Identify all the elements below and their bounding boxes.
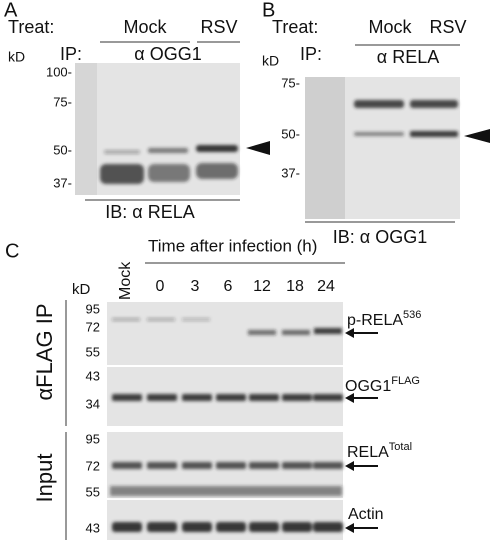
bands bbox=[110, 318, 343, 532]
panel-a: A Treat: Mock RSV IP: α OGG1 kD 100- 75-… bbox=[4, 0, 270, 222]
marker: 75- bbox=[53, 94, 72, 109]
marker: 72 bbox=[86, 319, 100, 334]
arrowhead bbox=[246, 141, 270, 155]
panel-letter: A bbox=[4, 0, 18, 21]
marker: 55 bbox=[86, 484, 100, 499]
arrowhead bbox=[464, 129, 490, 143]
timepoint: 3 bbox=[191, 278, 200, 295]
blot-label: p-RELA536 bbox=[347, 309, 421, 329]
treat-label: Treat: bbox=[8, 17, 54, 37]
marker: 37- bbox=[281, 165, 300, 180]
marker: 43 bbox=[86, 368, 100, 383]
marker: 55 bbox=[86, 344, 100, 359]
marker: 75- bbox=[281, 75, 300, 90]
ib: IB: α RELA bbox=[105, 202, 194, 222]
blot-label-sup: Total bbox=[389, 441, 412, 453]
bands bbox=[100, 145, 238, 184]
blot-label-sup: 536 bbox=[403, 309, 421, 321]
treatment: RSV bbox=[200, 17, 237, 37]
mock-label: Mock bbox=[117, 261, 134, 300]
blot-label: RELATotal bbox=[347, 441, 412, 461]
group-label: αFLAG IP bbox=[32, 303, 57, 400]
panel-c: C Time after infection (h) Mock 0 3 6 12… bbox=[5, 236, 421, 540]
ip-label: IP: bbox=[300, 44, 322, 64]
blot-label-text: OGG1 bbox=[345, 378, 391, 395]
marker: 43 bbox=[86, 520, 100, 535]
ladder-lane bbox=[305, 77, 345, 219]
marker: 72 bbox=[86, 458, 100, 473]
ip: α RELA bbox=[377, 47, 439, 67]
panel-letter: C bbox=[5, 240, 19, 262]
kd-label: kD bbox=[72, 281, 91, 298]
blot-label-text: RELA bbox=[347, 444, 389, 461]
group-label: Input bbox=[32, 454, 57, 503]
treatment: Mock bbox=[123, 17, 167, 37]
timepoint: 24 bbox=[317, 278, 335, 295]
kd-label: kD bbox=[8, 49, 25, 65]
timepoint: 18 bbox=[286, 278, 304, 295]
panel-letter: B bbox=[262, 0, 275, 21]
marker: 50- bbox=[53, 142, 72, 157]
marker: 95 bbox=[86, 301, 100, 316]
treat-label: Treat: bbox=[272, 17, 318, 37]
timepoint: 0 bbox=[156, 278, 165, 295]
marker: 100- bbox=[46, 64, 72, 79]
treatment: RSV bbox=[429, 17, 466, 37]
ip-label: IP: bbox=[60, 44, 82, 64]
marker: 50- bbox=[281, 126, 300, 141]
marker: 95 bbox=[86, 431, 100, 446]
blot bbox=[107, 500, 343, 540]
marker: 34 bbox=[86, 396, 100, 411]
time-title: Time after infection (h) bbox=[148, 236, 317, 255]
timepoint: 6 bbox=[224, 278, 233, 295]
ladder-lane bbox=[75, 63, 97, 195]
blot-label-text: p-RELA bbox=[347, 312, 403, 329]
ib: IB: α OGG1 bbox=[333, 227, 427, 247]
arrows bbox=[345, 328, 378, 533]
bands bbox=[354, 100, 458, 137]
timepoint: 12 bbox=[253, 278, 271, 295]
blot-label: Actin bbox=[348, 506, 384, 523]
ip: α OGG1 bbox=[134, 44, 201, 64]
blot-label-sup: FLAG bbox=[391, 375, 420, 387]
blot-label: OGG1FLAG bbox=[345, 375, 420, 395]
panel-b: B Treat: Mock RSV IP: α RELA kD 75- 50- … bbox=[262, 0, 490, 247]
kd-label: kD bbox=[262, 53, 279, 69]
treatment: Mock bbox=[368, 17, 412, 37]
marker: 37- bbox=[53, 175, 72, 190]
